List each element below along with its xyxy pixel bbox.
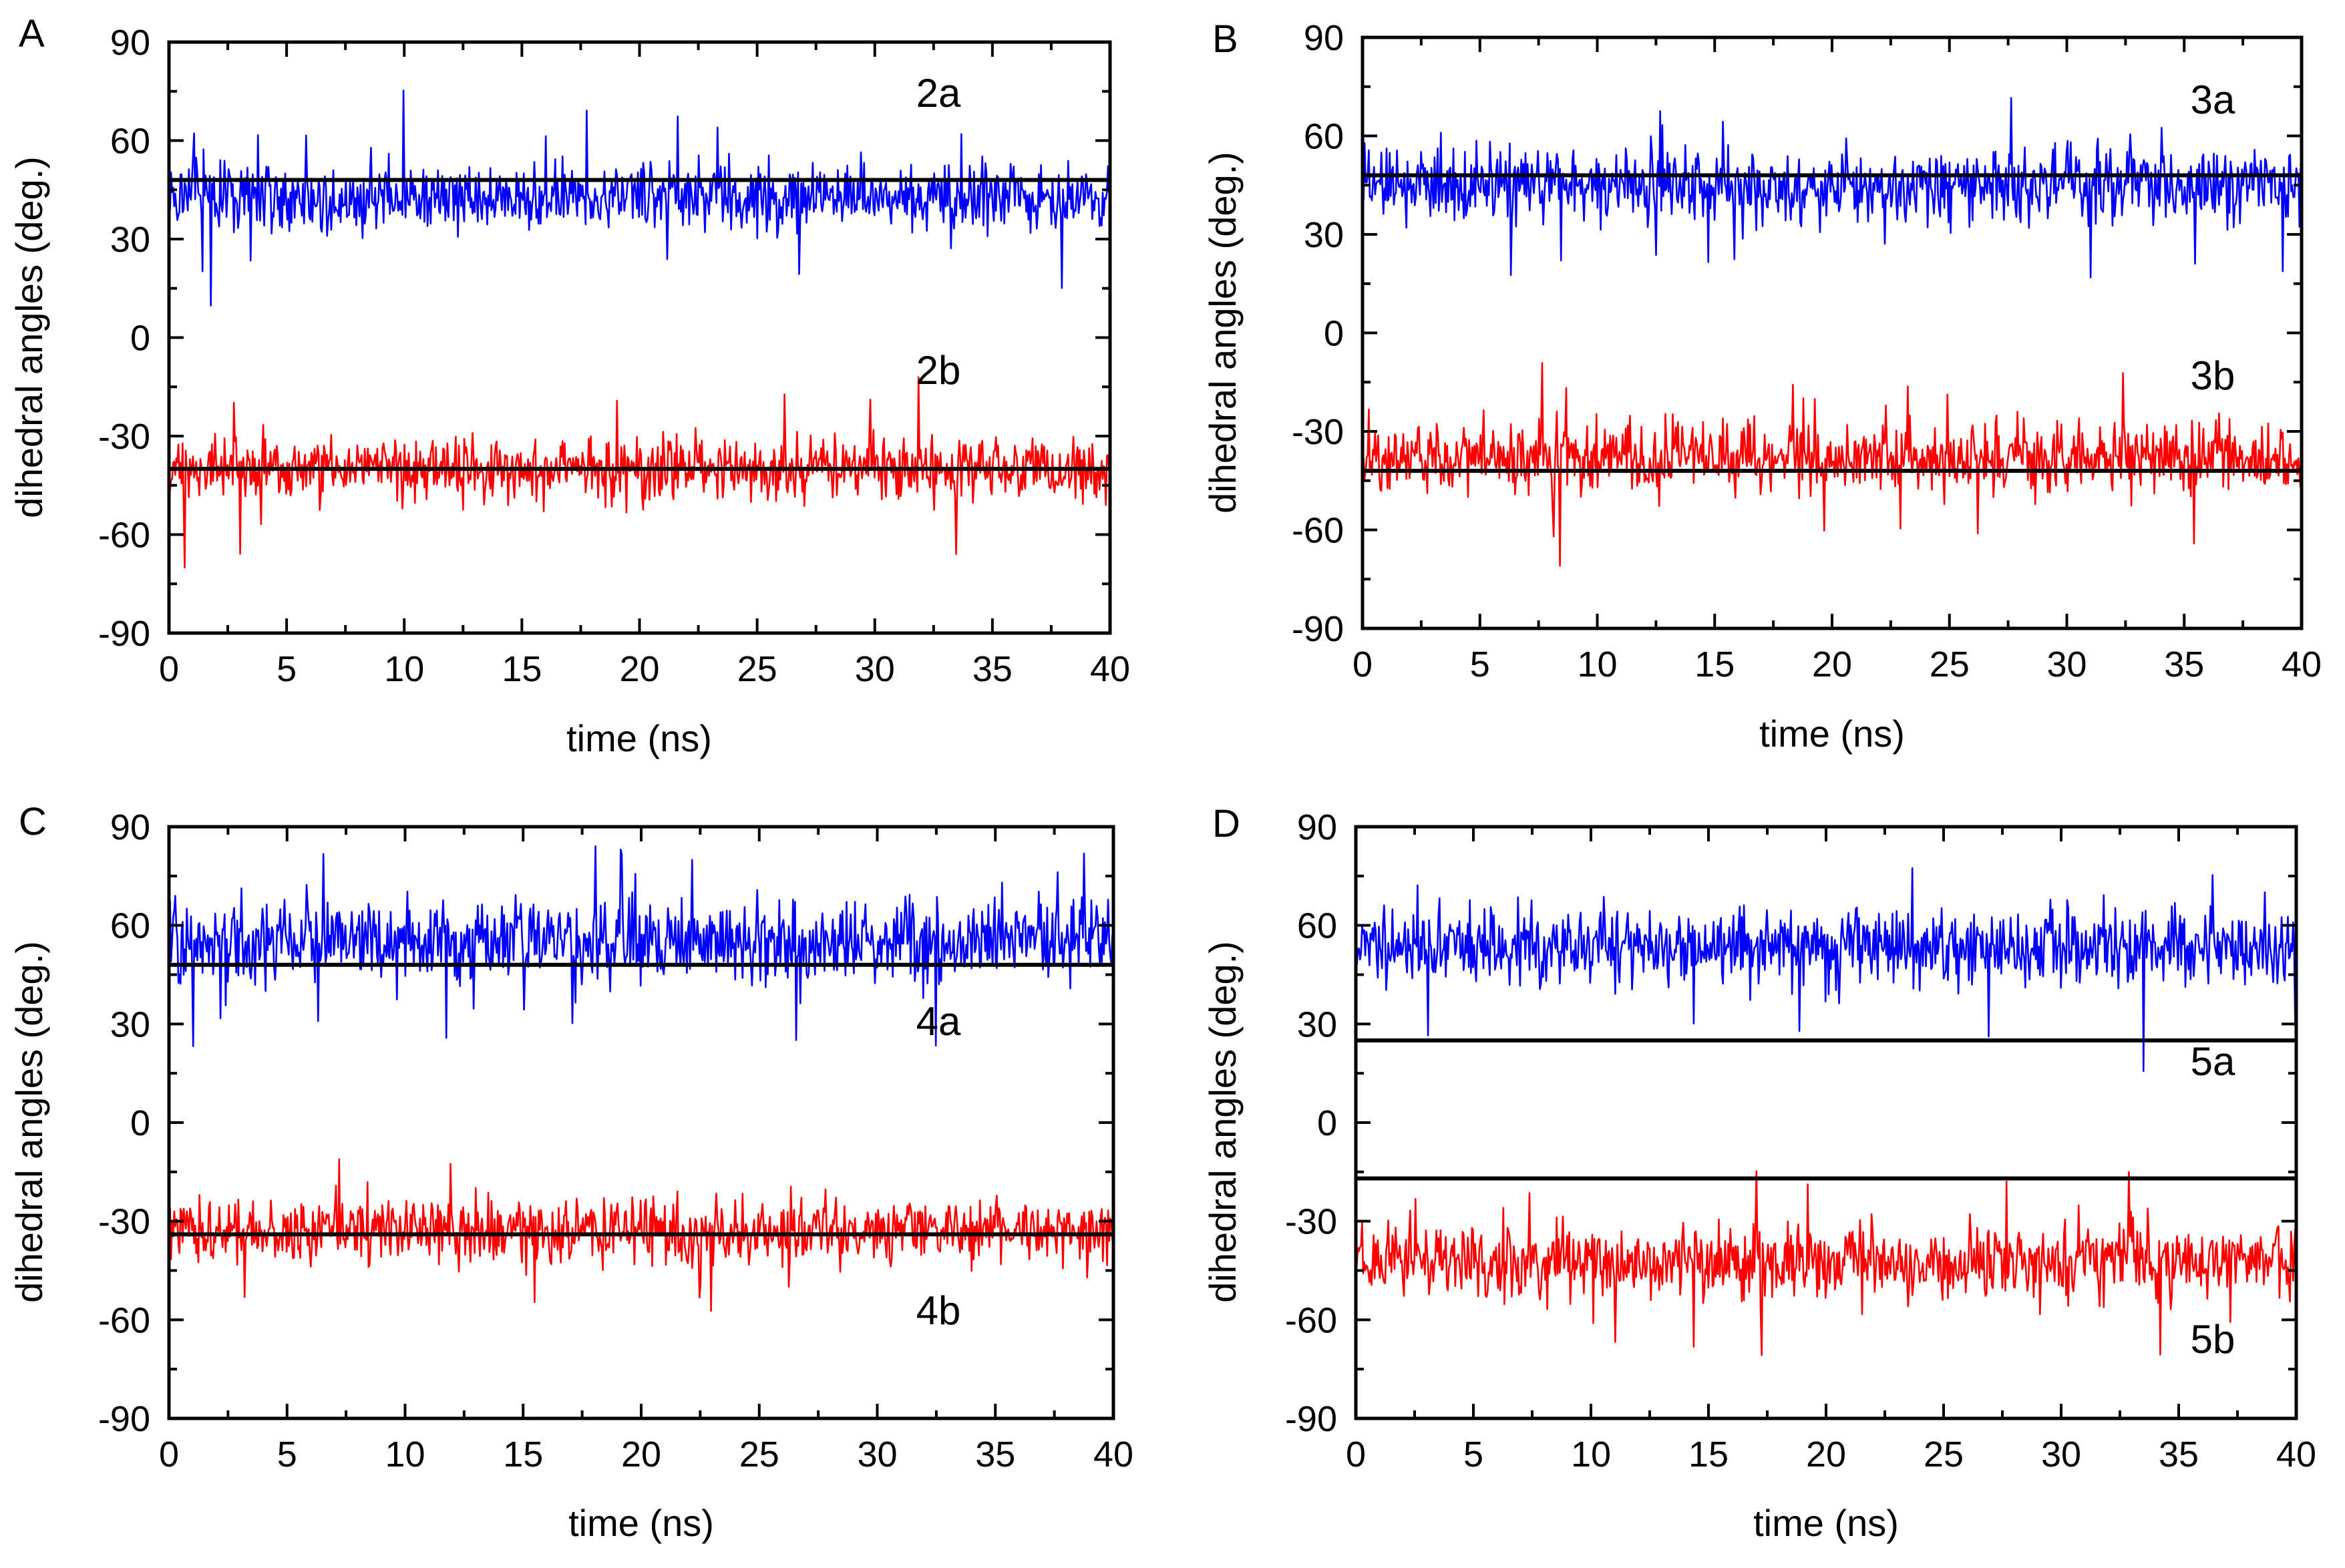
x-tick-label: 10 bbox=[1577, 644, 1617, 684]
x-tick-label: 20 bbox=[1812, 644, 1852, 684]
x-tick-label: 30 bbox=[2041, 1434, 2081, 1475]
x-tick-label: 15 bbox=[1688, 1434, 1729, 1475]
x-tick-label: 20 bbox=[621, 1434, 661, 1475]
panel-b: 0 5 10 15 20 25 30 35 40 90 60 30 0 -30 -60 -90 time (ns… bbox=[1202, 17, 2322, 755]
x-tick-label: 30 bbox=[855, 649, 895, 689]
series-trace-3b bbox=[1363, 362, 2302, 567]
x-tick-label: 5 bbox=[1470, 644, 1490, 684]
x-tick-label: 0 bbox=[159, 1434, 179, 1475]
series-label-5a: 5a bbox=[2191, 1039, 2235, 1084]
y-tick-label: 60 bbox=[110, 122, 150, 162]
y-tick-label: 60 bbox=[1297, 906, 1337, 946]
y-tick-label: 0 bbox=[1317, 1103, 1337, 1143]
x-tick-label: 25 bbox=[1924, 1434, 1964, 1475]
y-tick-label: -60 bbox=[98, 516, 150, 556]
y-tick-label: 0 bbox=[130, 1103, 150, 1143]
x-tick-label: 0 bbox=[1352, 644, 1373, 684]
y-tick-label: -90 bbox=[1285, 1399, 1337, 1439]
x-axis-title: time (ns) bbox=[1753, 1502, 1899, 1544]
x-tick-label: 20 bbox=[619, 649, 659, 689]
y-tick-label: -30 bbox=[1292, 412, 1344, 452]
x-tick-label: 5 bbox=[1463, 1434, 1483, 1475]
x-tick-label: 40 bbox=[2276, 1434, 2316, 1475]
y-tick-label: 0 bbox=[1324, 314, 1344, 354]
y-tick-label: -60 bbox=[1292, 511, 1344, 551]
y-tick-label: 90 bbox=[1297, 807, 1337, 847]
y-tick-label: -90 bbox=[98, 614, 150, 654]
series-label-2a: 2a bbox=[916, 71, 961, 116]
x-tick-label: 15 bbox=[503, 1434, 543, 1475]
panel-letter: B bbox=[1212, 17, 1238, 61]
series-trace-5a bbox=[1356, 867, 2296, 1072]
x-tick-label: 5 bbox=[277, 1434, 297, 1475]
panel-c: 0 5 10 15 20 25 30 35 40 90 60 30 0 -30 -60 -90 time (ns… bbox=[8, 800, 1133, 1544]
x-tick-label: 20 bbox=[1806, 1434, 1846, 1475]
y-axis-title: dihedral angles (deg.) bbox=[8, 156, 50, 518]
series-trace-2b bbox=[169, 376, 1110, 568]
x-tick-label: 25 bbox=[739, 1434, 779, 1475]
x-tick-label: 5 bbox=[277, 649, 297, 689]
y-tick-label: 30 bbox=[1304, 215, 1344, 255]
y-tick-label: 90 bbox=[110, 807, 150, 847]
series-label-3a: 3a bbox=[2191, 77, 2235, 122]
y-tick-label: -90 bbox=[98, 1399, 150, 1439]
x-tick-label: 35 bbox=[972, 649, 1013, 689]
y-tick-label: 30 bbox=[110, 220, 150, 260]
series-label-4a: 4a bbox=[916, 999, 961, 1044]
y-tick-label: 30 bbox=[1297, 1004, 1337, 1044]
y-tick-label: 90 bbox=[1304, 18, 1344, 58]
x-tick-label: 35 bbox=[2164, 644, 2204, 684]
panel-letter: A bbox=[19, 12, 45, 55]
y-axis-title: dihedral angles (deg.) bbox=[8, 941, 50, 1303]
x-tick-label: 10 bbox=[384, 649, 424, 689]
series-trace-4a bbox=[169, 845, 1113, 1047]
x-tick-label: 30 bbox=[2046, 644, 2087, 684]
y-tick-label: -60 bbox=[98, 1300, 150, 1340]
x-tick-label: 15 bbox=[1694, 644, 1735, 684]
x-tick-label: 0 bbox=[159, 649, 179, 689]
x-tick-label: 10 bbox=[1571, 1434, 1611, 1475]
x-tick-label: 40 bbox=[2282, 644, 2322, 684]
y-tick-label: 0 bbox=[130, 319, 150, 359]
series-trace-4b bbox=[169, 1158, 1113, 1312]
y-tick-label: 60 bbox=[1304, 117, 1344, 157]
y-tick-label: 60 bbox=[110, 906, 150, 946]
y-tick-label: -30 bbox=[1285, 1202, 1337, 1242]
y-axis-title: dihedral angles (deg.) bbox=[1202, 152, 1244, 514]
panel-letter: D bbox=[1212, 802, 1240, 845]
x-tick-label: 40 bbox=[1090, 649, 1130, 689]
x-tick-label: 35 bbox=[2159, 1434, 2199, 1475]
x-tick-label: 40 bbox=[1093, 1434, 1133, 1475]
x-tick-label: 25 bbox=[1930, 644, 1970, 684]
y-axis-title: dihedral angles (deg.) bbox=[1202, 941, 1244, 1303]
panel-a: 0 5 10 15 20 25 30 35 40 90 60 30 0 -30 -60 -90 time (ns… bbox=[8, 12, 1130, 759]
panel-d: 0 5 10 15 20 25 30 35 40 90 60 30 0 -30 -60 -90 time (ns… bbox=[1202, 802, 2316, 1544]
panel-letter: C bbox=[19, 800, 47, 843]
x-tick-label: 30 bbox=[857, 1434, 897, 1475]
y-tick-label: -30 bbox=[98, 1202, 150, 1242]
series-label-5b: 5b bbox=[2191, 1317, 2235, 1362]
x-axis-title: time (ns) bbox=[1759, 713, 1905, 755]
x-tick-label: 15 bbox=[502, 649, 542, 689]
series-label-2b: 2b bbox=[916, 348, 961, 393]
x-axis-title: time (ns) bbox=[566, 717, 712, 759]
series-trace-2a bbox=[169, 89, 1110, 307]
x-tick-label: 0 bbox=[1346, 1434, 1366, 1475]
y-tick-label: 90 bbox=[110, 23, 150, 63]
y-tick-label: -90 bbox=[1292, 609, 1344, 649]
series-label-3b: 3b bbox=[2191, 353, 2235, 398]
y-tick-label: -60 bbox=[1285, 1300, 1337, 1340]
series-trace-5b bbox=[1356, 1170, 2296, 1356]
y-tick-label: -30 bbox=[98, 417, 150, 457]
x-tick-label: 25 bbox=[737, 649, 777, 689]
x-tick-label: 10 bbox=[385, 1434, 425, 1475]
y-tick-label: 30 bbox=[110, 1004, 150, 1044]
x-axis-title: time (ns) bbox=[568, 1502, 714, 1544]
series-label-4b: 4b bbox=[916, 1288, 961, 1333]
x-tick-label: 35 bbox=[975, 1434, 1015, 1475]
